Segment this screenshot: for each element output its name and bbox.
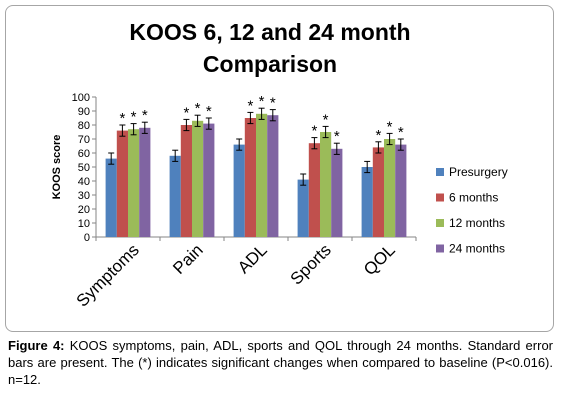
y-tick-label: 80 — [78, 120, 90, 132]
significance-marker: * — [387, 118, 393, 135]
bar — [372, 147, 384, 237]
bar — [180, 125, 192, 237]
bar — [308, 143, 320, 237]
significance-marker: * — [398, 124, 404, 141]
x-tick-label: Pain — [169, 240, 206, 277]
significance-marker: * — [334, 128, 340, 145]
significance-marker: * — [311, 123, 317, 140]
legend-swatch — [436, 168, 444, 176]
legend-label: 24 months — [449, 242, 505, 256]
significance-marker: * — [183, 104, 189, 121]
plot-area: 0 10 20 30 40 50 60 70 80 90 100 * * * Symptoms * * * Pain… — [72, 92, 417, 311]
significance-marker: * — [375, 127, 381, 144]
bar — [116, 130, 128, 237]
bar — [361, 167, 373, 237]
bar — [169, 155, 181, 237]
chart-title-line-2: Comparison — [203, 51, 337, 77]
y-tick-label: 0 — [84, 232, 90, 244]
x-tick-label: ADL — [234, 240, 271, 277]
legend-swatch — [436, 219, 444, 227]
chart: KOOS 6, 12 and 24 month Comparison KOOS … — [51, 19, 508, 311]
y-tick-label: 50 — [78, 162, 90, 174]
y-tick-label: 100 — [72, 92, 90, 104]
x-tick-label: Sports — [287, 240, 335, 288]
caption-text: KOOS symptoms, pain, ADL, sports and QOL… — [8, 338, 554, 387]
legend-label: 6 months — [449, 191, 498, 205]
legend-label: Presurgery — [449, 165, 508, 179]
bar — [331, 148, 343, 237]
significance-marker: * — [131, 109, 137, 126]
caption-label: Figure 4: — [8, 338, 65, 353]
y-tick-label: 20 — [78, 204, 90, 216]
chart-title-line-1: KOOS 6, 12 and 24 month — [129, 19, 410, 45]
bar — [395, 144, 407, 237]
y-tick-label: 70 — [78, 134, 90, 146]
legend-label: 12 months — [449, 216, 505, 230]
x-tick-label: QOL — [360, 240, 399, 279]
bar — [267, 115, 279, 237]
bar — [105, 158, 117, 237]
legend-swatch — [436, 193, 444, 202]
bar — [128, 129, 140, 237]
significance-marker: * — [323, 111, 329, 128]
significance-marker: * — [119, 110, 125, 127]
y-tick-label: 90 — [78, 106, 90, 118]
x-tick-label: Symptoms — [73, 240, 143, 310]
significance-marker: * — [142, 107, 148, 124]
bar — [233, 144, 245, 237]
bar — [139, 127, 151, 237]
significance-marker: * — [206, 103, 212, 120]
bar — [320, 132, 332, 237]
significance-marker: * — [247, 97, 253, 114]
significance-marker: * — [195, 100, 201, 117]
bar — [297, 179, 309, 237]
y-tick-label: 60 — [78, 148, 90, 160]
bar — [244, 118, 256, 237]
y-tick-label: 40 — [78, 176, 90, 188]
bar — [384, 139, 396, 237]
y-tick-label: 10 — [78, 218, 90, 230]
bar — [203, 123, 215, 237]
y-tick-label: 30 — [78, 190, 90, 202]
significance-marker: * — [270, 95, 276, 112]
figure-caption: Figure 4: KOOS symptoms, pain, ADL, spor… — [8, 337, 553, 388]
legend-swatch — [436, 244, 444, 253]
bar — [256, 113, 268, 237]
legend: Presurgery 6 months 12 months 24 months — [436, 165, 508, 256]
y-axis-label: KOOS score — [51, 135, 63, 200]
significance-marker: * — [259, 93, 265, 110]
bar — [192, 120, 204, 237]
